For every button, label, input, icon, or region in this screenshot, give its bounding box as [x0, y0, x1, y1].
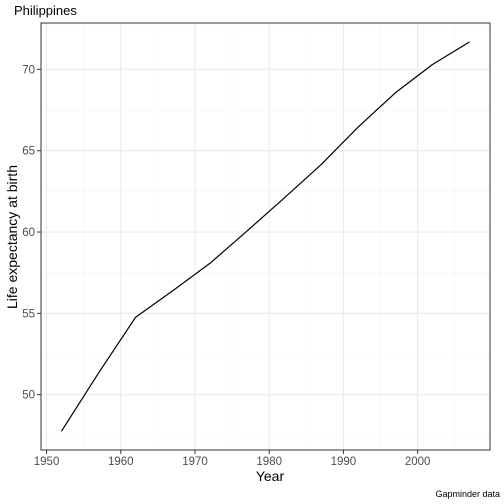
minor-gridlines — [41, 23, 490, 450]
x-axis-title: Year — [256, 468, 285, 484]
x-tick-label: 1990 — [331, 456, 357, 468]
y-tick-label: 65 — [22, 146, 35, 158]
y-tick-label: 60 — [22, 227, 35, 239]
chart-title: Philippines — [14, 3, 77, 18]
y-axis-ticks: 50 55 60 65 70 — [22, 64, 41, 401]
x-tick-label: 2000 — [405, 456, 431, 468]
y-axis-title: Life expectancy at birth — [4, 165, 20, 309]
y-tick-label: 70 — [22, 64, 35, 76]
series-line — [61, 42, 469, 431]
x-axis-ticks: 1950 1960 1970 1980 1990 2000 — [34, 450, 431, 468]
series-layer — [61, 42, 469, 431]
x-tick-label: 1960 — [108, 456, 134, 468]
chart-caption: Gapminder data — [435, 489, 500, 499]
x-tick-label: 1980 — [256, 456, 282, 468]
y-tick-label: 55 — [22, 308, 35, 320]
major-gridlines — [41, 23, 490, 450]
x-tick-label: 1970 — [182, 456, 208, 468]
y-tick-label: 50 — [22, 390, 35, 402]
x-tick-label: 1950 — [34, 456, 60, 468]
panel-border — [41, 23, 490, 450]
